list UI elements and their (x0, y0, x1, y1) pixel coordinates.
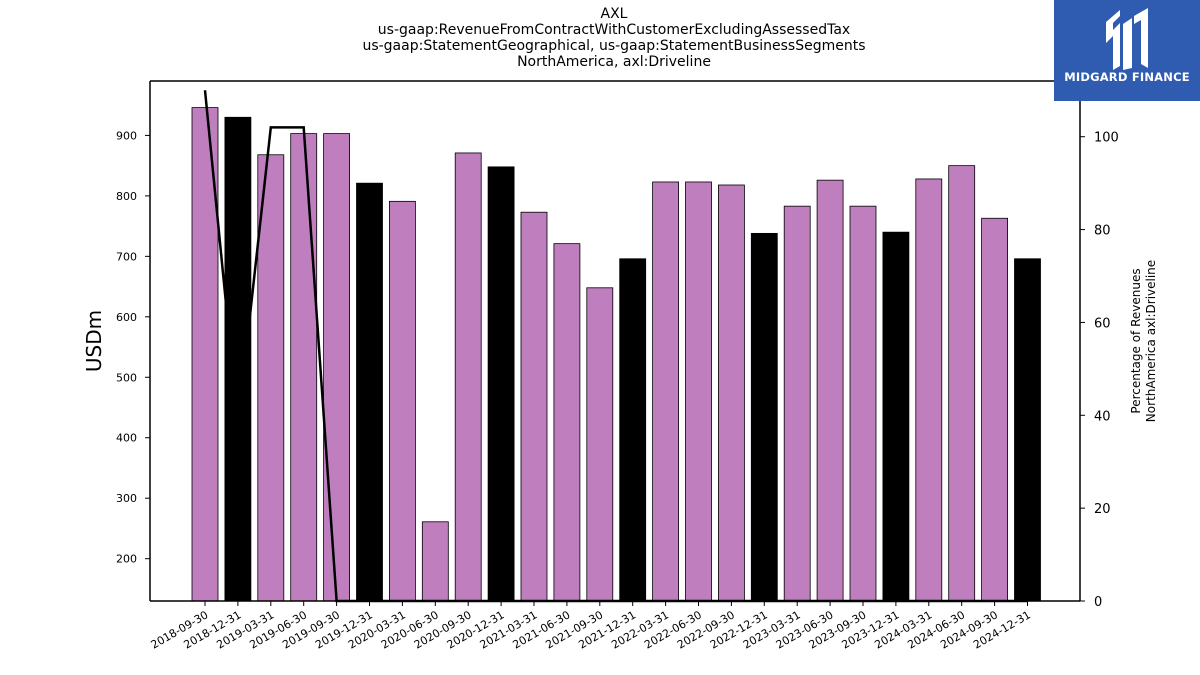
bar-2020-06-30 (421, 521, 449, 602)
bar-2022-03-31 (652, 181, 679, 602)
bars-group (191, 107, 1041, 602)
bar-2020-09-30 (454, 152, 482, 602)
y2-tick-label: 40 (1094, 409, 1111, 424)
y-tick-label: 300 (116, 492, 137, 505)
y-tick-label: 700 (116, 250, 137, 263)
y2-tick-label: 60 (1094, 316, 1111, 331)
bar-2023-06-30 (816, 179, 844, 602)
bar-2023-09-30 (849, 205, 877, 602)
y-tick-label: 800 (116, 190, 137, 203)
y-axis-label: USDm (82, 310, 106, 372)
bar-2021-06-30 (553, 243, 581, 602)
bar-2023-03-31 (783, 205, 811, 602)
y2-axis-label-line1: Percentage of Revenues (1129, 268, 1143, 413)
y2-tick-label: 20 (1094, 502, 1111, 517)
bar-2021-12-31 (619, 258, 647, 602)
logo-text: MIDGARD FINANCE (1064, 70, 1190, 84)
bar-2019-12-31 (356, 182, 383, 602)
bar-2024-12-31 (1014, 258, 1041, 602)
bar-2023-12-31 (882, 231, 910, 602)
midgard-finance-logo: MIDGARD FINANCE (1054, 0, 1200, 101)
chart-subtitle-axes: us-gaap:StatementGeographical, us-gaap:S… (362, 38, 866, 54)
bar-2019-09-30 (323, 133, 351, 602)
chart-title: AXL (600, 6, 628, 22)
bar-2021-03-31 (520, 211, 548, 602)
bar-2021-09-30 (586, 287, 614, 602)
chart-subtitle-concept: us-gaap:RevenueFromContractWithCustomerE… (377, 22, 851, 38)
bar-2022-09-30 (718, 184, 745, 602)
bar-2022-12-31 (750, 232, 778, 602)
y-tick-label: 600 (116, 311, 137, 324)
bar-2020-12-31 (487, 166, 515, 602)
y-tick-label: 400 (116, 432, 137, 445)
bar-2024-06-30 (948, 165, 976, 602)
bar-2019-06-30 (290, 133, 318, 602)
chart-title-block: AXL us-gaap:RevenueFromContractWithCusto… (214, 6, 1014, 70)
midgard-logo-icon (1106, 8, 1148, 70)
y2-tick-label: 80 (1094, 224, 1111, 239)
bar-2020-03-31 (388, 200, 416, 602)
bar-2022-06-30 (685, 181, 712, 602)
bar-2018-12-31 (224, 116, 252, 602)
y-tick-label: 500 (116, 371, 137, 384)
y2-tick-label: 0 (1094, 595, 1102, 610)
bar-2019-03-31 (257, 154, 285, 602)
chart-subtitle-members: NorthAmerica, axl:Driveline (517, 54, 711, 70)
y2-tick-label: 100 (1094, 131, 1119, 146)
bar-2024-09-30 (981, 217, 1008, 602)
bar-2024-03-31 (915, 178, 943, 602)
y2-axis-label-line2: NorthAmerica axl:Driveline (1144, 260, 1158, 422)
y-tick-label: 900 (116, 129, 137, 142)
y-tick-label: 200 (116, 553, 137, 566)
